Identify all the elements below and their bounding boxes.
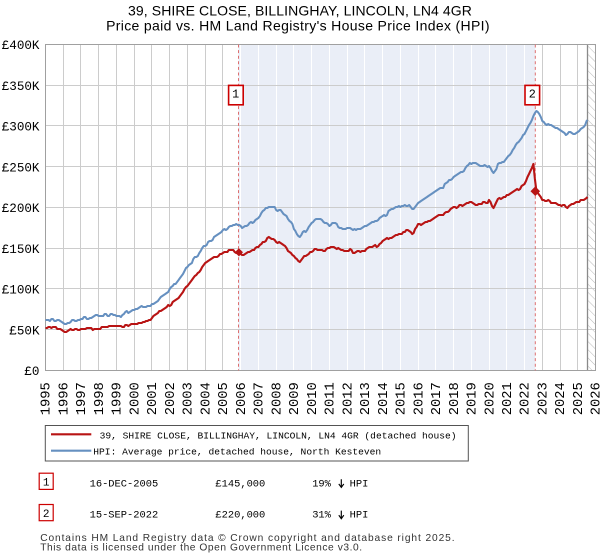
svg-text:1996: 1996 [57, 382, 72, 415]
svg-text:2009: 2009 [288, 382, 303, 415]
svg-text:2023: 2023 [536, 382, 551, 415]
svg-text:2025: 2025 [572, 382, 587, 415]
svg-text:2: 2 [529, 87, 536, 101]
svg-text:2026: 2026 [590, 382, 600, 415]
svg-text:19% HPI: 19% HPI [312, 478, 368, 490]
svg-text:2000: 2000 [128, 382, 143, 415]
svg-text:2024: 2024 [554, 382, 569, 415]
svg-text:£100K: £100K [2, 284, 40, 298]
svg-text:2011: 2011 [324, 382, 339, 415]
svg-text:2018: 2018 [448, 382, 463, 415]
svg-text:2013: 2013 [359, 382, 374, 415]
svg-text:2008: 2008 [270, 382, 285, 415]
svg-text:2006: 2006 [235, 382, 250, 415]
svg-text:2010: 2010 [306, 382, 321, 415]
svg-text:2016: 2016 [412, 382, 427, 415]
svg-text:£220,000: £220,000 [215, 510, 265, 522]
svg-text:This data is licensed under th: This data is licensed under the Open Gov… [40, 542, 362, 553]
svg-text:2: 2 [43, 509, 50, 521]
svg-text:1995: 1995 [40, 382, 55, 415]
svg-text:£200K: £200K [2, 202, 40, 216]
svg-text:2001: 2001 [146, 382, 161, 415]
svg-text:2022: 2022 [519, 382, 534, 415]
svg-text:2014: 2014 [377, 382, 392, 415]
svg-text:£350K: £350K [2, 80, 40, 94]
svg-text:HPI: Average price, detached h: HPI: Average price, detached house, Nort… [93, 447, 381, 458]
svg-text:2005: 2005 [217, 382, 232, 415]
svg-text:2004: 2004 [199, 382, 214, 415]
svg-text:39, SHIRE CLOSE, BILLINGHAY, L: 39, SHIRE CLOSE, BILLINGHAY, LINCOLN, LN… [128, 2, 472, 18]
svg-text:Contains HM Land Registry data: Contains HM Land Registry data © Crown c… [40, 533, 455, 544]
svg-text:2020: 2020 [483, 382, 498, 415]
svg-text:1997: 1997 [75, 382, 90, 415]
svg-text:1999: 1999 [111, 382, 126, 415]
svg-text:£50K: £50K [9, 324, 40, 338]
svg-text:16-DEC-2005: 16-DEC-2005 [90, 478, 159, 490]
svg-text:£145,000: £145,000 [215, 478, 265, 490]
svg-text:2015: 2015 [395, 382, 410, 415]
svg-text:£0: £0 [24, 365, 39, 379]
svg-text:2021: 2021 [501, 382, 516, 415]
svg-text:2017: 2017 [430, 382, 445, 415]
svg-text:2012: 2012 [341, 382, 356, 415]
svg-text:1: 1 [232, 87, 239, 101]
svg-text:31% HPI: 31% HPI [312, 510, 368, 522]
svg-text:Price paid vs. HM Land Registr: Price paid vs. HM Land Registry's House … [106, 18, 490, 34]
svg-text:39, SHIRE CLOSE, BILLINGHAY, L: 39, SHIRE CLOSE, BILLINGHAY, LINCOLN, LN… [100, 430, 457, 441]
svg-text:2019: 2019 [466, 382, 481, 415]
svg-text:2002: 2002 [164, 382, 179, 415]
svg-text:1: 1 [43, 478, 50, 490]
svg-text:2007: 2007 [253, 382, 268, 415]
svg-text:1998: 1998 [93, 382, 108, 415]
svg-text:£150K: £150K [2, 243, 40, 257]
svg-text:£300K: £300K [2, 121, 40, 135]
svg-text:£400K: £400K [2, 39, 40, 53]
svg-text:2003: 2003 [182, 382, 197, 415]
svg-text:£250K: £250K [2, 161, 40, 175]
svg-text:15-SEP-2022: 15-SEP-2022 [90, 510, 159, 522]
